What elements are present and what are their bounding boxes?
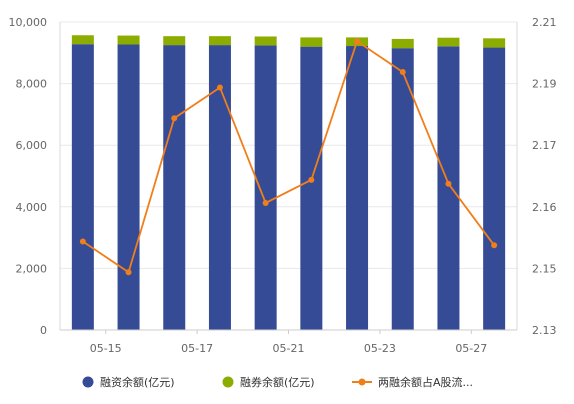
- ratio-line: [82, 39, 495, 274]
- ratio-point: [216, 84, 223, 91]
- x-tick-label: 05-27: [455, 342, 487, 355]
- securities-lending-bar: [117, 35, 140, 45]
- x-tick-label: 05-17: [181, 342, 213, 355]
- financing-balance-bar: [483, 47, 506, 331]
- securities-lending-bar: [254, 36, 277, 46]
- financing-balance-bar: [437, 46, 460, 330]
- ratio-point: [399, 69, 406, 76]
- securities-lending-bar: [391, 38, 414, 49]
- y-left-tick-label: 8,000: [16, 78, 48, 91]
- y-left-tick-label: 10,000: [9, 16, 48, 29]
- ratio-point: [445, 180, 452, 187]
- financing-balance-bar: [300, 46, 323, 330]
- bar-series: [71, 35, 506, 331]
- securities-lending-bar: [483, 38, 506, 48]
- securities-lending-bar: [208, 36, 231, 46]
- financing-balance-bar: [208, 45, 231, 330]
- ratio-point: [171, 115, 178, 122]
- x-tick-label: 05-21: [273, 342, 305, 355]
- legend-marker-ratio-point: [358, 378, 366, 386]
- axes: 0 2.13 2,000 2.15 4,000 2.16 6,000 2.17 8,000 2.1…: [9, 16, 557, 355]
- securities-lending-bar: [437, 37, 460, 47]
- securities-lending-bar: [300, 37, 323, 47]
- ratio-point: [354, 38, 361, 45]
- legend-marker-lending: [222, 376, 234, 388]
- y-right-tick-label: 2.19: [532, 78, 557, 91]
- y-left-tick-label: 0: [40, 324, 47, 337]
- ratio-point: [491, 242, 498, 249]
- y-right-tick-label: 2.15: [532, 262, 557, 275]
- legend-label: 融资余额(亿元): [100, 375, 175, 389]
- x-tick-label: 05-15: [90, 342, 122, 355]
- y-left-tick-label: 4,000: [16, 201, 48, 214]
- financing-balance-bar: [254, 45, 277, 331]
- line-series: [79, 38, 498, 276]
- ratio-point: [125, 269, 132, 276]
- securities-lending-bar: [163, 36, 186, 46]
- financing-balance-bar: [346, 46, 369, 331]
- y-left-tick-label: 2,000: [16, 262, 48, 275]
- legend-marker-financing: [82, 376, 94, 388]
- ratio-point: [308, 176, 315, 183]
- y-right-tick-label: 2.17: [532, 139, 557, 152]
- financing-balance-bar: [71, 44, 94, 331]
- y-right-tick-label: 2.21: [532, 16, 557, 29]
- ratio-point: [262, 199, 269, 206]
- x-tick-label: 05-23: [364, 342, 396, 355]
- financing-balance-bar: [391, 48, 414, 331]
- y-right-tick-label: 2.13: [532, 324, 557, 337]
- financing-balance-bar: [163, 45, 186, 330]
- legend-label: 两融余额占A股流...: [378, 375, 473, 389]
- y-right-tick-label: 2.16: [532, 201, 557, 214]
- y-left-tick-label: 6,000: [16, 139, 48, 152]
- legend: 融资余额(亿元) 融券余额(亿元) 两融余额占A股流...: [82, 375, 473, 389]
- ratio-point: [79, 238, 86, 245]
- financing-balance-bar: [117, 44, 140, 330]
- securities-lending-bar: [71, 35, 94, 45]
- legend-label: 融券余额(亿元): [240, 375, 315, 389]
